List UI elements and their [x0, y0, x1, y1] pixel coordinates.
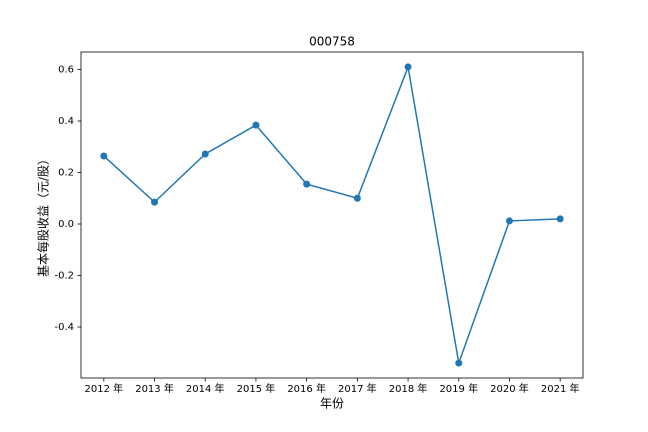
data-line — [103, 64, 561, 367]
y-tick-label: 0.0 — [58, 219, 74, 230]
chart-title: 000758 — [309, 35, 355, 49]
y-tick-label: 0.4 — [58, 116, 74, 127]
y-tick-label: 0.2 — [58, 168, 74, 179]
y-axis-label: 基本每股收益（元/股） — [36, 153, 51, 277]
x-tick-label: 2021 年 — [541, 382, 580, 395]
x-tick-label: 2013 年 — [135, 382, 174, 395]
y-tick-label: -0.4 — [54, 322, 74, 333]
x-tick-label: 2012 年 — [84, 382, 123, 395]
x-tick-label: 2020 年 — [490, 382, 529, 395]
data-point — [252, 121, 260, 129]
x-axis-label: 年份 — [320, 397, 344, 411]
x-tick-label: 2019 年 — [439, 382, 478, 395]
data-point — [151, 198, 159, 206]
data-point — [556, 215, 564, 223]
x-tick-label: 2017 年 — [338, 382, 377, 395]
data-point — [100, 152, 108, 160]
x-tick-label: 2016 年 — [287, 382, 326, 395]
y-tick-label: 0.6 — [58, 65, 74, 76]
x-tick-label: 2014 年 — [186, 382, 225, 395]
data-point — [455, 359, 463, 367]
data-point — [353, 194, 361, 202]
plot-frame — [80, 51, 584, 379]
data-point — [404, 63, 412, 71]
data-point — [505, 217, 513, 225]
y-tick-label: -0.2 — [54, 271, 74, 282]
x-tick-label: 2015 年 — [237, 382, 276, 395]
data-point — [201, 150, 209, 158]
data-point — [303, 180, 311, 188]
x-tick-label: 2018 年 — [389, 382, 428, 395]
